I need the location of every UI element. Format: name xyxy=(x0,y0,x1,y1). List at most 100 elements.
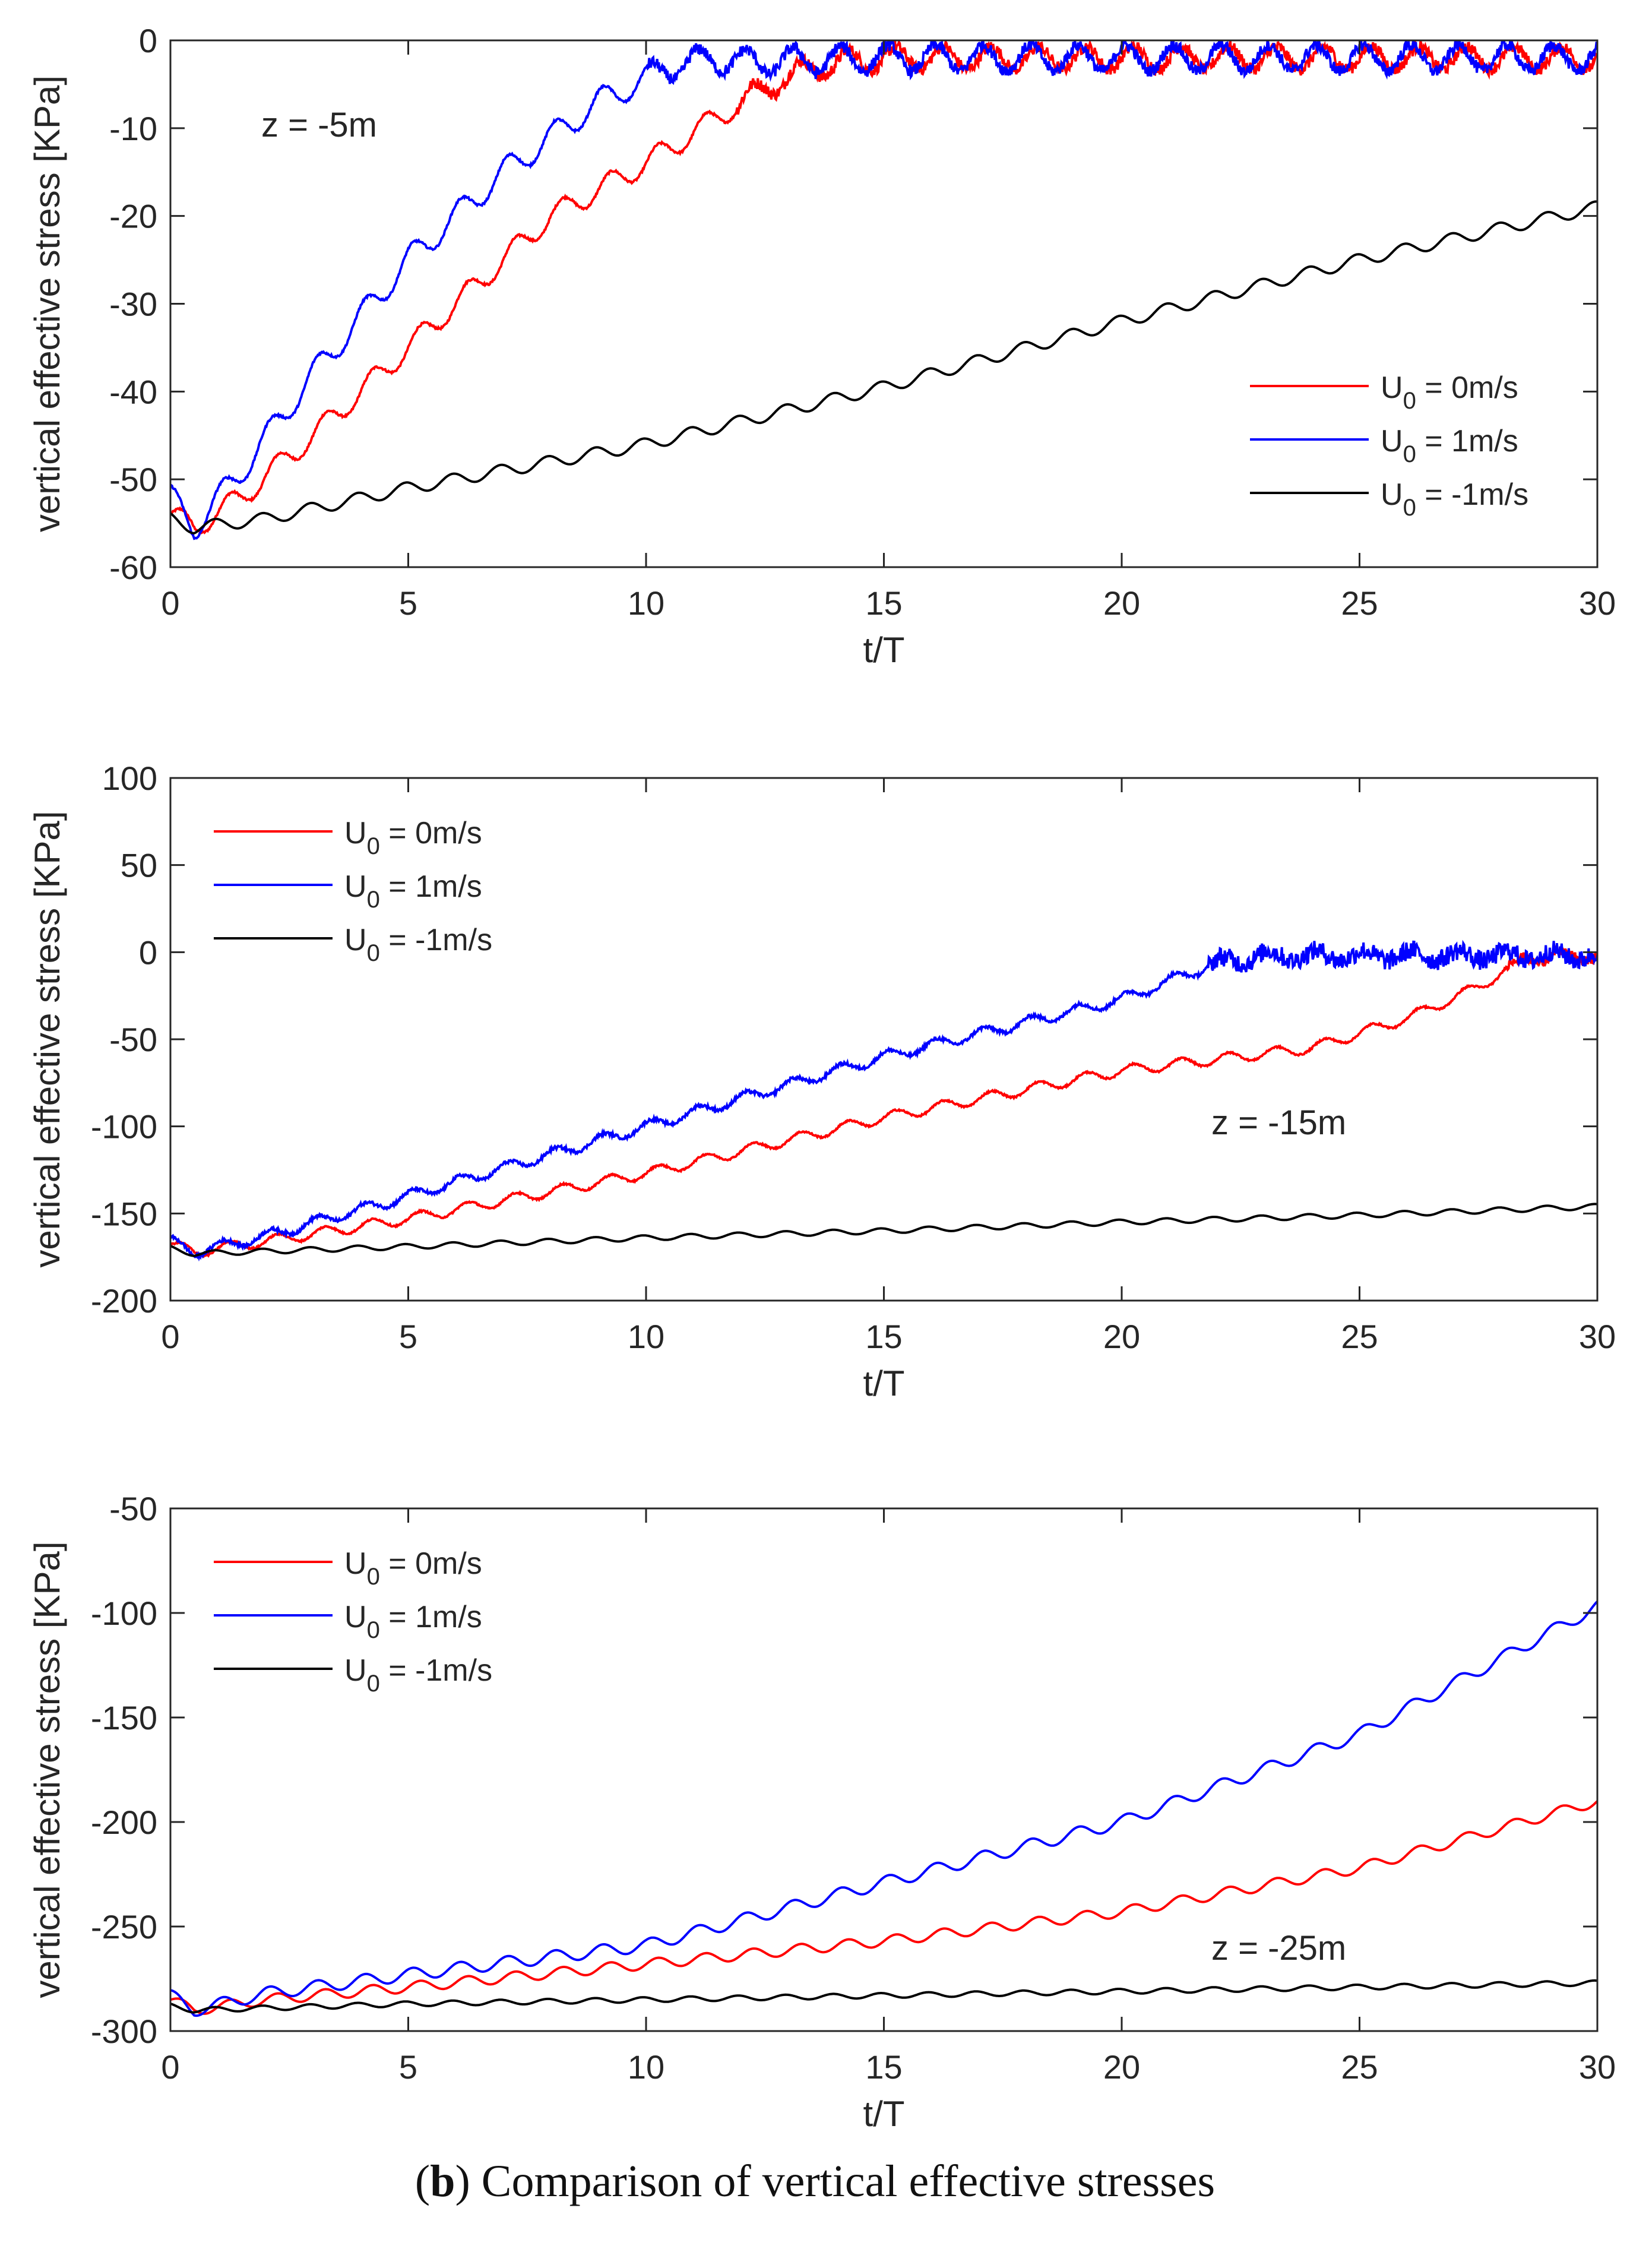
y-tick-label: -100 xyxy=(91,1108,157,1146)
caption-text: Comparison of vertical effective stresse… xyxy=(470,2156,1216,2206)
depth-annotation: z = -15m xyxy=(1211,1103,1346,1142)
figure: 0 5 10 15 20 25 30 -60 -50 -40 -30 -20 -100 t/T vertic… xyxy=(27,22,1616,2134)
legend-label: U0 = -1m/s xyxy=(1381,477,1528,521)
x-tick-label: 15 xyxy=(865,2048,902,2086)
x-tick-label: 30 xyxy=(1579,1318,1616,1355)
legend-label-var: U xyxy=(344,923,367,957)
series-line-u0-minus1 xyxy=(170,1203,1597,1257)
x-tick-label: 20 xyxy=(1103,2048,1140,2086)
legend-label-subscript: 0 xyxy=(1403,388,1416,414)
y-tick-label: -50 xyxy=(109,1021,157,1058)
series-line-u0-1 xyxy=(170,940,1597,1262)
legend-label-subscript: 0 xyxy=(367,833,380,859)
legend: U0 = 0m/sU0 = 1m/sU0 = -1m/s xyxy=(214,1546,492,1697)
legend-label-value: = 0m/s xyxy=(380,816,482,850)
legend-label-value: = 1m/s xyxy=(380,1600,482,1634)
legend-label-var: U xyxy=(1381,477,1403,512)
x-tick-label: 25 xyxy=(1341,1318,1378,1355)
legend-label-value: = -1m/s xyxy=(1416,477,1528,512)
depth-annotation: z = -25m xyxy=(1211,1929,1346,1968)
series-line-u0-1 xyxy=(170,40,1597,540)
series-group xyxy=(170,40,1597,540)
chart-panel-z25: 0 5 10 15 20 25 30 -300 -250 -200 -150 -100 -50 t/T ve… xyxy=(27,1490,1616,2134)
y-tick-label: -50 xyxy=(109,1490,157,1527)
x-tick-label: 10 xyxy=(628,1318,664,1355)
y-tick-label: 0 xyxy=(139,934,157,971)
legend-label: U0 = 1m/s xyxy=(344,869,482,913)
caption-open-paren: ( xyxy=(414,2156,431,2206)
x-tick-label: 20 xyxy=(1103,584,1140,622)
series-group xyxy=(170,940,1597,1262)
legend-label-value: = -1m/s xyxy=(380,923,492,957)
y-axis-label: vertical effective stress [KPa] xyxy=(27,811,67,1267)
legend-label-subscript: 0 xyxy=(1403,495,1416,521)
y-axis-label: vertical effective stress [KPa] xyxy=(27,1541,67,1998)
depth-annotation: z = -5m xyxy=(261,106,377,144)
caption-close-paren: ) xyxy=(455,2156,470,2206)
legend-label: U0 = -1m/s xyxy=(344,1653,492,1697)
y-tick-label: -150 xyxy=(91,1195,157,1232)
x-tick-label: 15 xyxy=(865,584,902,622)
y-tick-label: -100 xyxy=(91,1595,157,1632)
y-tick-label: -20 xyxy=(109,198,157,235)
x-tick-label: 20 xyxy=(1103,1318,1140,1355)
y-tick-label: -150 xyxy=(91,1699,157,1736)
legend-label-subscript: 0 xyxy=(367,1617,380,1643)
x-axis-label: t/T xyxy=(863,2094,905,2134)
legend-label-value: = 0m/s xyxy=(1416,371,1518,405)
y-tick-label: -200 xyxy=(91,1804,157,1841)
x-tick-label: 30 xyxy=(1579,2048,1616,2086)
y-tick-label: 50 xyxy=(121,847,157,884)
y-tick-label: -50 xyxy=(109,461,157,498)
x-axis-label: t/T xyxy=(863,630,905,670)
series-line-u0-minus1 xyxy=(170,1979,1597,2014)
legend-label-var: U xyxy=(344,1600,367,1634)
y-tick-label: 0 xyxy=(139,22,157,59)
x-tick-label: 10 xyxy=(628,584,664,622)
figure-caption: (b) Comparison of vertical effective str… xyxy=(0,2156,1630,2207)
legend-label: U0 = -1m/s xyxy=(344,923,492,966)
x-tick-label: 0 xyxy=(161,2048,179,2086)
legend-label-value: = 0m/s xyxy=(380,1546,482,1581)
caption-label: b xyxy=(430,2156,455,2206)
y-tick-label: -60 xyxy=(109,549,157,586)
legend-label-subscript: 0 xyxy=(1403,441,1416,467)
legend-label-subscript: 0 xyxy=(367,1671,380,1697)
legend-label-value: = -1m/s xyxy=(380,1653,492,1688)
y-tick-label: -200 xyxy=(91,1282,157,1320)
chart-panel-z15: 0 5 10 15 20 25 30 -200 -150 -100 -50 0 50 100 t/T vert… xyxy=(27,760,1616,1403)
y-tick-label: -300 xyxy=(91,2013,157,2050)
y-tick-label: -40 xyxy=(109,373,157,410)
y-tick-label: -250 xyxy=(91,1908,157,1946)
x-tick-label: 5 xyxy=(399,2048,417,2086)
legend-label-var: U xyxy=(344,869,367,904)
legend-label-subscript: 0 xyxy=(367,887,380,913)
x-tick-label: 25 xyxy=(1341,2048,1378,2086)
y-tick-label: 100 xyxy=(102,760,157,797)
series-line-u0-minus1 xyxy=(170,200,1597,534)
x-tick-label: 0 xyxy=(161,1318,179,1355)
x-axis-label: t/T xyxy=(863,1364,905,1403)
legend-label-var: U xyxy=(344,1546,367,1581)
legend-label-subscript: 0 xyxy=(367,1564,380,1590)
legend-label-var: U xyxy=(344,816,367,850)
legend-label: U0 = 0m/s xyxy=(344,1546,482,1590)
y-tick-label: -30 xyxy=(109,286,157,323)
legend-label-var: U xyxy=(344,1653,367,1688)
legend-label-var: U xyxy=(1381,371,1403,405)
chart-panel-z5: 0 5 10 15 20 25 30 -60 -50 -40 -30 -20 -10 0 t/T vertic… xyxy=(27,22,1616,670)
series-line-u0-0 xyxy=(170,40,1597,534)
legend-label-subscript: 0 xyxy=(367,940,380,966)
legend-label-var: U xyxy=(1381,424,1403,458)
series-line-u0-0 xyxy=(170,944,1597,1258)
y-axis-label: vertical effective stress [KPa] xyxy=(27,75,67,532)
legend: U0 = 0m/sU0 = 1m/sU0 = -1m/s xyxy=(214,816,492,966)
x-tick-label: 30 xyxy=(1579,584,1616,622)
x-tick-label: 5 xyxy=(399,584,417,622)
axes-box xyxy=(169,1507,1599,2032)
x-tick-label: 5 xyxy=(399,1318,417,1355)
x-tick-label: 10 xyxy=(628,2048,664,2086)
x-tick-label: 0 xyxy=(161,584,179,622)
x-tick-label: 25 xyxy=(1341,584,1378,622)
legend-label: U0 = 0m/s xyxy=(1381,371,1518,414)
